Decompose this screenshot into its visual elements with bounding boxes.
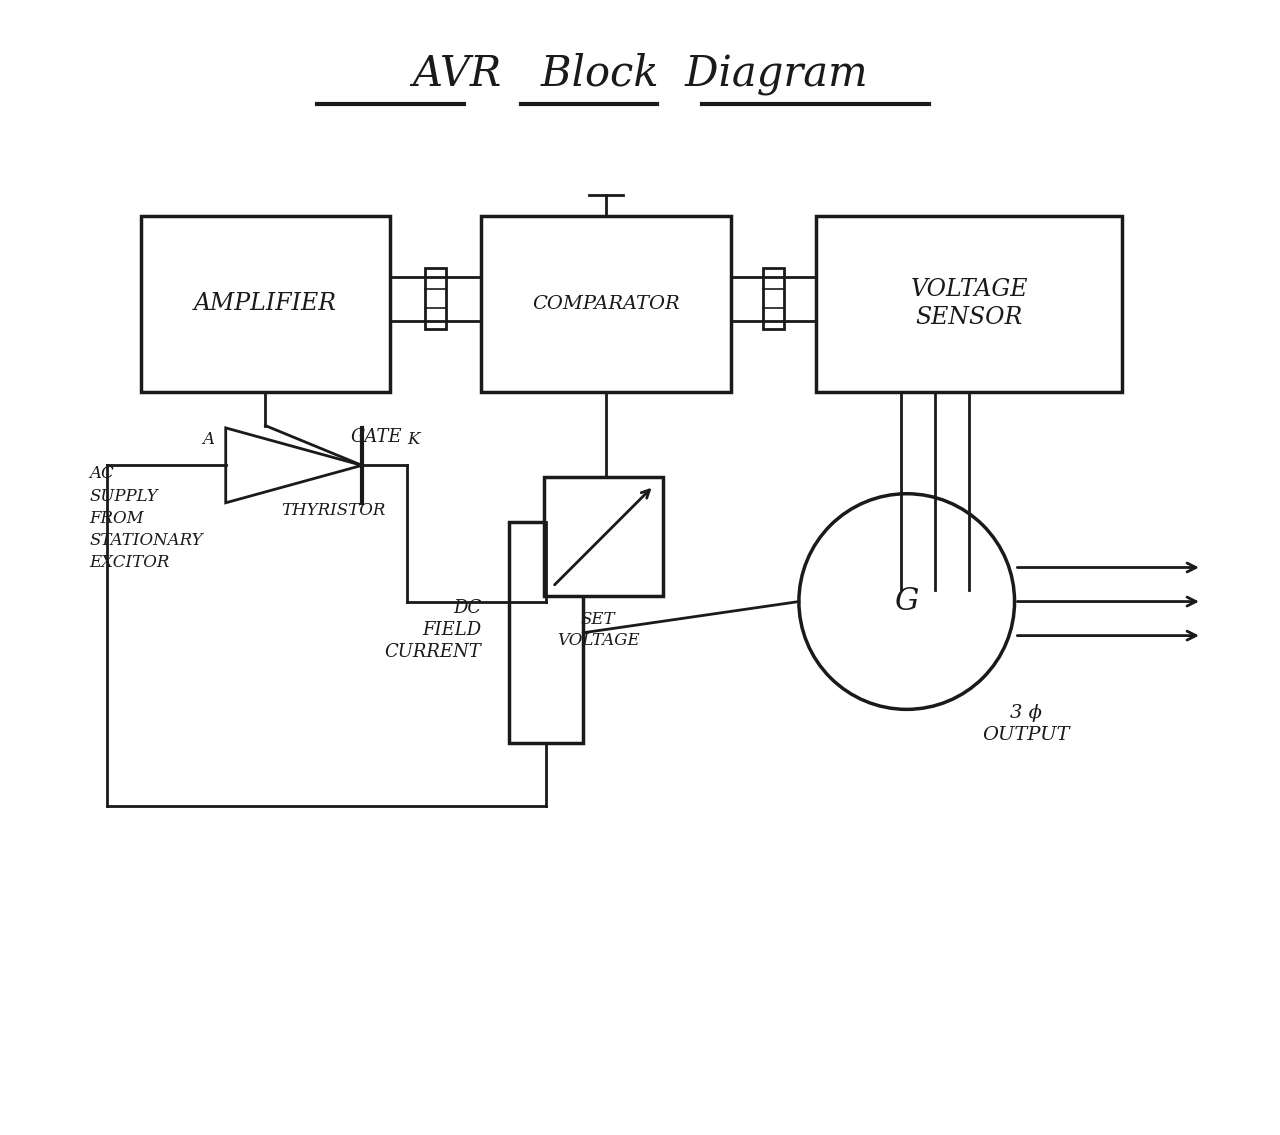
Text: GATE: GATE [351, 428, 402, 446]
Bar [481, 216, 731, 392]
Text: AC
SUPPLY
FROM
STATIONARY
EXCITOR: AC SUPPLY FROM STATIONARY EXCITOR [90, 465, 204, 571]
Text: G: G [895, 586, 919, 617]
Text: A: A [202, 431, 215, 448]
Bar [509, 522, 584, 743]
Text: 3 ϕ
OUTPUT: 3 ϕ OUTPUT [982, 704, 1070, 743]
Bar [815, 216, 1123, 392]
Bar [763, 268, 783, 329]
Text: COMPARATOR: COMPARATOR [532, 295, 680, 312]
Text: VOLTAGE
SENSOR: VOLTAGE SENSOR [910, 278, 1028, 329]
Text: THYRISTOR: THYRISTOR [282, 502, 385, 519]
Bar [141, 216, 390, 392]
Text: SET
VOLTAGE: SET VOLTAGE [557, 611, 639, 648]
Text: K: K [407, 431, 419, 448]
Text: DC
FIELD
CURRENT: DC FIELD CURRENT [384, 599, 481, 661]
Bar [544, 477, 663, 596]
Text: AVR   Block  Diagram: AVR Block Diagram [412, 52, 868, 95]
Bar [425, 268, 445, 329]
Text: AMPLIFIER: AMPLIFIER [195, 292, 337, 316]
